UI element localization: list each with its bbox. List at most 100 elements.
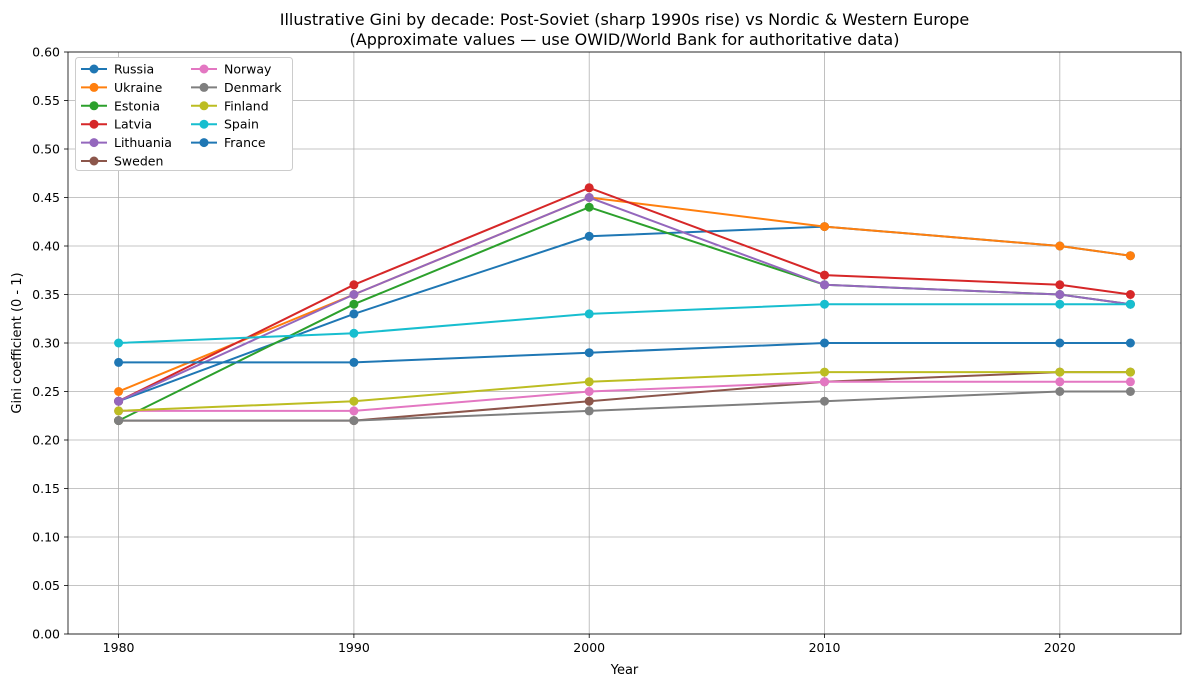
x-tick-label: 1990 [338,640,370,655]
legend-marker [199,119,209,129]
x-tick-label: 2010 [809,640,841,655]
y-tick-label: 0.10 [32,530,60,545]
series-sweden [114,367,1135,426]
legend-marker [199,82,209,92]
series-line-denmark [118,390,1131,422]
y-tick-label: 0.60 [32,45,60,60]
x-tick-labels: 1980 1990 2000 2010 2020 [103,640,1076,655]
series-denmark [114,387,1135,426]
legend-label: Sweden [114,154,163,169]
series-line-ukraine [118,196,1131,393]
legend-item-latvia: Latvia [81,117,152,132]
series-line-france [118,342,1131,364]
legend-item-ukraine: Ukraine [81,80,163,95]
legend-label: Lithuania [114,135,172,150]
data-point-latvia [1125,290,1135,299]
legend-label: Denmark [224,80,282,95]
legend-label: Spain [224,117,259,132]
y-tick-label: 0.30 [32,336,60,351]
data-point-norway [349,406,359,416]
y-tick-label: 0.35 [32,287,60,302]
data-point-estonia [584,202,594,212]
data-point-spain [584,309,594,319]
legend-item-russia: Russia [81,62,154,77]
data-point-spain [114,338,124,348]
data-point-norway [1055,377,1065,387]
legend: Russia Ukraine Estonia Latvia Lithuania Swede… [75,57,293,171]
series-lithuania [114,193,1135,406]
data-point-finland [1125,367,1135,377]
x-tick-label: 2000 [573,640,605,655]
legend-marker [89,138,99,148]
data-point-denmark [114,416,124,426]
data-point-france [349,357,359,367]
data-point-latvia [820,270,830,280]
legend-marker [89,82,99,92]
legend-label: Russia [114,62,154,77]
legend-item-estonia: Estonia [81,98,160,113]
series-line-norway [118,380,1131,412]
legend-label: France [224,135,266,150]
data-point-estonia [349,299,359,309]
series-norway [114,377,1135,416]
data-point-lithuania [1055,290,1065,299]
data-point-finland [349,396,359,406]
data-point-finland [114,406,124,416]
data-point-sweden [584,396,594,406]
legend-marker [89,119,99,129]
legend-item-lithuania: Lithuania [81,135,172,150]
data-point-ukraine [1055,241,1065,251]
legend-item-norway: Norway [191,62,272,77]
y-tick-label: 0.20 [32,433,60,448]
y-tick-label: 0.00 [32,627,60,642]
legend-label: Estonia [114,98,160,113]
data-point-norway [820,377,830,387]
y-tick-label: 0.45 [32,190,60,205]
data-point-spain [1125,299,1135,309]
y-tick-label: 0.05 [32,578,60,593]
data-point-spain [349,328,359,338]
series-russia [114,222,1135,406]
y-tick-label: 0.25 [32,384,60,399]
y-tick-label: 0.55 [32,93,60,108]
data-point-spain [820,299,830,309]
series-france [114,338,1135,367]
axis-ticks [64,51,1061,638]
data-point-lithuania [820,280,830,290]
x-tick-label: 2020 [1044,640,1076,655]
y-tick-label: 0.15 [32,481,60,496]
legend-item-france: France [191,135,266,150]
data-point-russia [349,309,359,319]
legend-label: Finland [224,98,269,113]
data-point-latvia [349,280,359,290]
data-point-spain [1055,299,1065,309]
data-point-france [1125,338,1135,348]
legend-label: Ukraine [114,80,163,95]
series-line-spain [118,303,1131,344]
data-point-norway [584,387,594,396]
chart-subtitle: (Approximate values — use OWID/World Ban… [350,30,900,49]
plot-series [114,183,1135,426]
series-line-finland [118,371,1131,412]
chart-title: Illustrative Gini by decade: Post-Soviet… [280,10,969,29]
legend-label: Norway [224,62,272,77]
series-spain [114,299,1135,348]
data-point-finland [584,377,594,387]
x-tick-label: 1980 [103,640,135,655]
y-tick-label: 0.40 [32,239,60,254]
data-point-france [1055,338,1065,348]
legend-label: Latvia [114,117,152,132]
data-point-ukraine [820,222,830,232]
data-point-finland [820,367,830,377]
data-point-denmark [820,396,830,406]
data-point-latvia [1055,280,1065,290]
data-point-france [584,348,594,358]
legend-marker [199,138,209,148]
data-point-lithuania [114,396,124,406]
y-tick-label: 0.50 [32,142,60,157]
legend-item-sweden: Sweden [81,154,163,169]
x-axis-label: Year [610,663,639,678]
data-point-denmark [584,406,594,416]
